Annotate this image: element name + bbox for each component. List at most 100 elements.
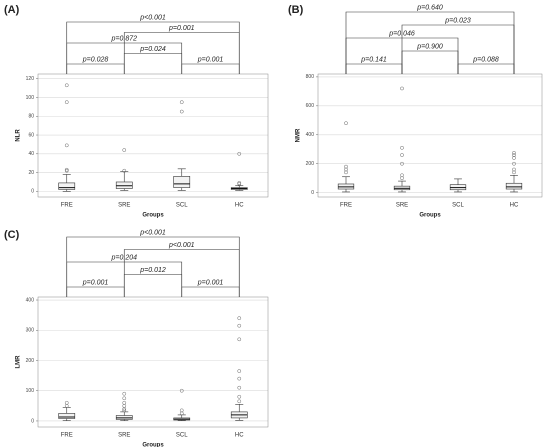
p-value: p=0.001: [197, 279, 224, 286]
comparison-bracket: [123, 53, 183, 74]
outlier: [179, 388, 184, 393]
x-tick-label: SCL: [452, 203, 464, 209]
comparison-bracket: [345, 11, 515, 74]
x-tick-label: HC: [235, 433, 244, 439]
y-tick-label: 200: [306, 161, 315, 167]
comparison-bracket: [66, 286, 125, 297]
outlier: [237, 394, 242, 399]
comparison-bracket: [66, 236, 240, 297]
x-axis-label: Groups: [419, 213, 441, 219]
p-value: p=0.046: [388, 30, 415, 37]
outlier: [64, 400, 69, 405]
y-tick-label: 100: [26, 388, 35, 394]
x-tick-label: SRE: [396, 203, 408, 209]
y-tick-label: 40: [28, 151, 34, 157]
outlier: [237, 181, 242, 185]
outlier: [400, 86, 404, 91]
y-tick-label: 60: [28, 132, 34, 138]
outlier: [400, 153, 404, 157]
p-value: p=0.640: [416, 4, 443, 11]
p-value: p=0.028: [82, 56, 109, 63]
comparison-bracket: [66, 63, 125, 74]
y-tick-label: 20: [28, 170, 34, 176]
panel-label: (A): [4, 4, 20, 16]
p-value: p=0.872: [111, 35, 138, 42]
p-value: p=0.001: [197, 56, 224, 63]
y-tick-label: 600: [306, 103, 315, 109]
y-tick-label: 0: [31, 418, 34, 424]
outlier: [237, 151, 242, 156]
panel-label: (C): [4, 229, 20, 241]
p-value: p=0.141: [360, 56, 387, 63]
x-tick-label: HC: [235, 203, 244, 209]
outlier: [64, 143, 69, 148]
comparison-bracket: [123, 274, 183, 297]
outlier: [344, 164, 348, 169]
y-tick-label: 0: [311, 190, 314, 196]
outlier: [400, 176, 404, 181]
y-axis-label: LMR: [16, 355, 22, 369]
outlier: [122, 168, 127, 173]
y-tick-label: 400: [26, 297, 35, 303]
p-value: p<0.001: [139, 14, 166, 21]
p-value: p=0.024: [139, 46, 166, 53]
outlier: [122, 391, 127, 396]
outlier: [237, 369, 242, 373]
outlier: [344, 167, 348, 172]
outlier: [344, 121, 348, 126]
panel-label: (B): [288, 4, 304, 16]
box: [58, 182, 76, 190]
p-value: p=0.001: [82, 279, 109, 286]
p-value: p=0.900: [416, 43, 443, 50]
outlier: [179, 109, 184, 114]
p-value: p<0.001: [168, 242, 195, 249]
x-tick-label: FRE: [61, 203, 73, 209]
p-value: p=0.001: [168, 25, 195, 32]
y-axis-label: NLR: [16, 129, 22, 142]
outlier: [179, 408, 184, 413]
outlier: [400, 161, 404, 166]
plot-frame: [37, 296, 269, 428]
y-tick-label: 800: [306, 74, 315, 80]
outlier: [237, 385, 242, 390]
comparison-bracket: [345, 63, 403, 74]
outlier: [237, 316, 242, 321]
outlier: [64, 403, 69, 408]
outlier: [122, 408, 127, 413]
y-axis-label: NMR: [296, 128, 302, 142]
outlier: [237, 323, 242, 328]
x-tick-label: SRE: [118, 203, 130, 209]
x-tick-label: SCL: [176, 433, 188, 439]
outlier: [344, 170, 348, 175]
outlier: [237, 182, 242, 186]
p-value: p=0.204: [111, 254, 138, 261]
outlier: [122, 148, 127, 152]
y-tick-label: 300: [26, 328, 35, 334]
outlier: [400, 173, 404, 178]
outlier: [179, 100, 184, 105]
outlier: [179, 411, 184, 416]
comparison-bracket: [401, 50, 459, 74]
x-axis-label: Groups: [142, 443, 164, 447]
outlier: [64, 167, 69, 172]
x-axis-label: Groups: [142, 213, 164, 219]
y-tick-label: 100: [26, 95, 35, 101]
outlier: [512, 167, 516, 172]
x-tick-label: FRE: [340, 203, 352, 209]
comparison-bracket: [181, 286, 240, 297]
comparison-bracket: [181, 63, 240, 74]
x-tick-label: SRE: [118, 433, 130, 439]
box: [58, 413, 76, 419]
p-value: p=0.088: [472, 56, 499, 63]
x-tick-label: SCL: [176, 203, 188, 209]
x-tick-label: HC: [510, 203, 519, 209]
outlier: [512, 156, 516, 160]
outlier: [64, 168, 69, 173]
outlier: [64, 100, 69, 105]
y-tick-label: 0: [31, 189, 34, 195]
y-tick-label: 80: [28, 114, 34, 120]
outlier: [512, 153, 516, 157]
outlier: [512, 170, 516, 175]
p-value: p<0.001: [139, 229, 166, 236]
